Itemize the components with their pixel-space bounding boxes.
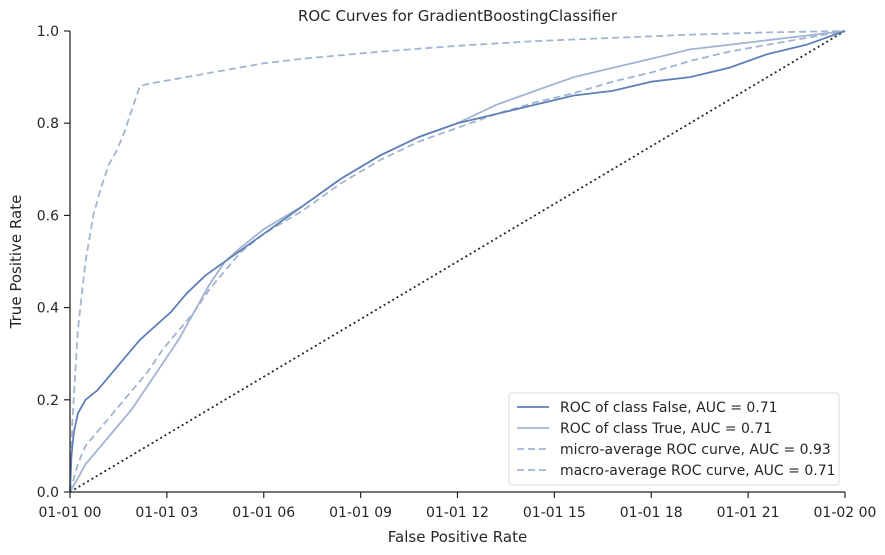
series-line-3 bbox=[69, 30, 846, 493]
y-tick-label: 0.4 bbox=[37, 301, 59, 317]
y-tick-label: 1.0 bbox=[37, 24, 59, 40]
legend-box bbox=[508, 392, 840, 486]
series-line-0 bbox=[69, 30, 846, 493]
legend-label-0: ROC of class False, AUC = 0.71 bbox=[560, 400, 778, 416]
legend-label-2: micro-average ROC curve, AUC = 0.93 bbox=[560, 442, 831, 458]
y-tick-label: 0.2 bbox=[37, 393, 59, 409]
legend: ROC of class False, AUC = 0.71 ROC of cla… bbox=[508, 392, 840, 486]
x-tick-label: 01-01 00 bbox=[39, 505, 102, 521]
y-tick-label: 0.8 bbox=[37, 116, 59, 132]
chart-title: ROC Curves for GradientBoostingClassifie… bbox=[298, 7, 618, 25]
x-tick-label: 01-01 09 bbox=[329, 505, 392, 521]
x-ticks: 01-01 00 01-01 03 01-01 06 01-01 09 01-01 12… bbox=[39, 492, 877, 521]
y-axis-label: True Positive Rate bbox=[7, 195, 25, 330]
reference-diagonal-line bbox=[69, 30, 846, 493]
curves-layer bbox=[69, 30, 846, 493]
legend-label-1: ROC of class True, AUC = 0.71 bbox=[560, 421, 772, 437]
y-tick-label: 0.0 bbox=[37, 485, 59, 501]
x-tick-label: 01-01 18 bbox=[620, 505, 683, 521]
x-tick-label: 01-01 15 bbox=[523, 505, 586, 521]
legend-label-3: macro-average ROC curve, AUC = 0.71 bbox=[560, 463, 836, 479]
x-tick-label: 01-01 03 bbox=[135, 505, 198, 521]
x-axis-label: False Positive Rate bbox=[388, 528, 527, 546]
series-line-2 bbox=[69, 30, 846, 493]
y-ticks: 0.0 0.2 0.4 0.6 0.8 1.0 bbox=[37, 24, 70, 501]
x-tick-label: 01-01 21 bbox=[717, 505, 780, 521]
x-tick-label: 01-01 06 bbox=[232, 505, 295, 521]
x-tick-label: 01-01 12 bbox=[426, 505, 489, 521]
x-tick-label: 01-02 00 bbox=[814, 505, 877, 521]
y-tick-label: 0.6 bbox=[37, 208, 59, 224]
